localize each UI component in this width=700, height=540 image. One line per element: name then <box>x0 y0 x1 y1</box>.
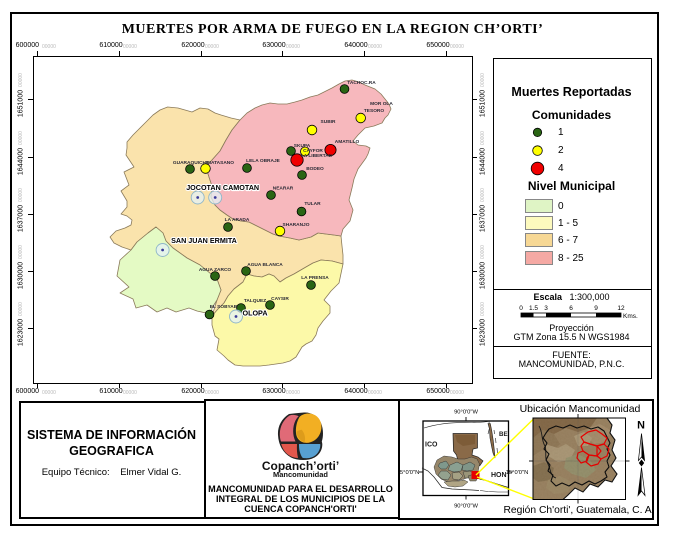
svg-text:AMATILLO: AMATILLO <box>335 139 360 145</box>
svg-text:EL SOBYAB: EL SOBYAB <box>210 304 238 310</box>
svg-text:90°0'0"W: 90°0'0"W <box>454 504 478 510</box>
svg-text:ICO: ICO <box>425 442 438 449</box>
svg-text:15°0'0"N: 15°0'0"N <box>506 470 529 476</box>
svg-text:LELA OBRAJE: LELA OBRAJE <box>246 158 280 164</box>
svg-text:NEARAR: NEARAR <box>273 186 294 192</box>
svg-text:SKUPA: SKUPA <box>294 143 311 149</box>
svg-text:MOR OLA: MOR OLA <box>370 101 393 107</box>
svg-text:SUBIR: SUBIR <box>321 119 336 125</box>
svg-text:LA ARADA: LA ARADA <box>225 217 250 223</box>
svg-text:15°0'0"N: 15°0'0"N <box>399 470 419 476</box>
svg-text:12: 12 <box>617 305 625 312</box>
svg-text:GUARAQUICHE: GUARAQUICHE <box>173 160 210 166</box>
svg-text:0: 0 <box>519 305 523 312</box>
svg-text:MATASANO: MATASANO <box>207 160 234 166</box>
svg-text:TESORO: TESORO <box>364 108 385 114</box>
svg-text:JOCOTAN: JOCOTAN <box>186 183 221 192</box>
svg-text:SHARANJO: SHARANJO <box>283 222 310 228</box>
svg-text:SAN JUAN ERMITA: SAN JUAN ERMITA <box>171 236 237 245</box>
svg-text:LA LIBERTAD: LA LIBERTAD <box>301 153 333 159</box>
svg-text:N: N <box>637 420 645 432</box>
svg-text:9: 9 <box>594 305 598 312</box>
svg-text:90°0'0"W: 90°0'0"W <box>454 410 478 416</box>
svg-text:CAMOTAN: CAMOTAN <box>223 183 259 192</box>
svg-text:3: 3 <box>544 305 548 312</box>
svg-text:LA PRENSA: LA PRENSA <box>301 275 329 281</box>
svg-text:CAYSIR: CAYSIR <box>271 296 289 302</box>
svg-text:OLOPA: OLOPA <box>242 309 267 318</box>
svg-text:TULAR: TULAR <box>304 201 321 207</box>
svg-text:1.5: 1.5 <box>529 305 538 312</box>
svg-text:AGUA ZARCO: AGUA ZARCO <box>199 267 232 273</box>
svg-text:BODEO: BODEO <box>306 166 324 172</box>
svg-text:TACHOC.RA: TACHOC.RA <box>347 80 376 86</box>
svg-text:6: 6 <box>569 305 573 312</box>
svg-text:BE: BE <box>499 431 508 438</box>
svg-text:CAYFOR: CAYFOR <box>303 148 323 154</box>
svg-text:TALQUEZ: TALQUEZ <box>244 298 266 304</box>
svg-text:HON: HON <box>491 472 507 479</box>
svg-text:AGUA BLANCA: AGUA BLANCA <box>247 262 283 268</box>
svg-text:Kms.: Kms. <box>623 313 638 320</box>
